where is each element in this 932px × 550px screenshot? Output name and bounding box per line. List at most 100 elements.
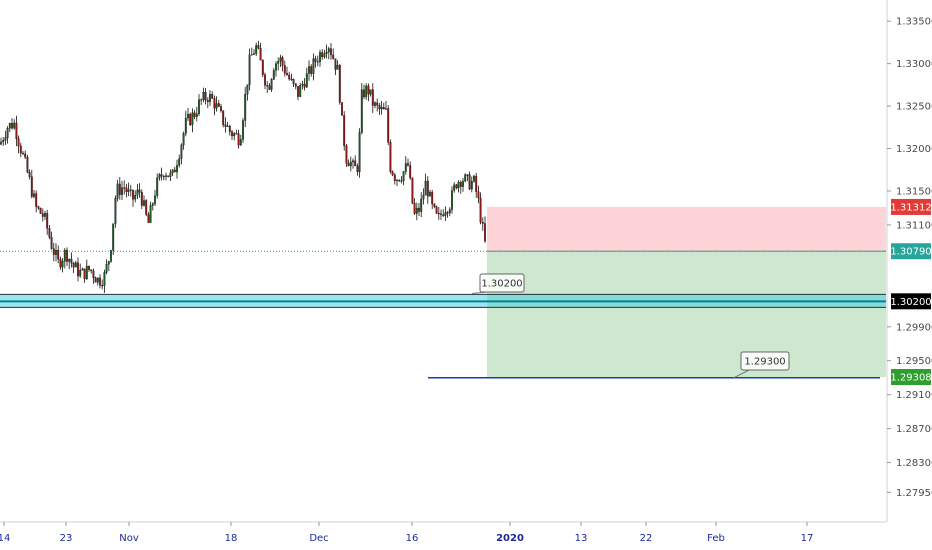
candle-body — [297, 86, 299, 97]
candle-body — [81, 268, 84, 271]
candle-body — [286, 73, 288, 76]
candle-body — [37, 206, 40, 209]
candle-body — [79, 270, 82, 277]
candle-body — [233, 133, 236, 137]
candle-body — [484, 223, 486, 242]
candle-body — [178, 158, 181, 166]
candle-body — [459, 182, 462, 187]
candle-body — [0, 141, 2, 145]
candle-body — [248, 54, 251, 85]
candle-body — [466, 174, 469, 176]
candle-body — [105, 264, 108, 273]
candle-body — [160, 174, 163, 177]
candle-body — [187, 113, 189, 119]
candle-body — [13, 122, 16, 129]
candle-body — [2, 140, 5, 143]
stop-loss-badge-bg — [891, 198, 931, 215]
candle-body — [261, 60, 264, 75]
candle-body — [52, 248, 55, 255]
target-callout-pointer — [733, 369, 750, 379]
time-axis[interactable]: 14 23 Nov 18 Dec 16 2020 13 22 Feb 17 — [0, 521, 886, 544]
candle-body — [303, 83, 306, 88]
candle-body — [6, 128, 9, 138]
candle-body — [400, 180, 403, 182]
candle-body — [316, 61, 319, 63]
candle-body — [444, 212, 447, 216]
candle-body — [167, 175, 170, 177]
candle-body — [204, 92, 207, 101]
candle-body — [323, 53, 326, 58]
candle-body — [15, 122, 18, 140]
candle-body — [107, 261, 110, 265]
candlestick-series — [0, 40, 486, 293]
candle-body — [453, 184, 456, 191]
price-tick-label: 1.31100 — [896, 220, 932, 231]
candle-body — [266, 85, 269, 87]
candle-body — [211, 94, 214, 99]
candle-body — [391, 171, 394, 176]
candle-body — [413, 202, 416, 214]
candle-body — [312, 58, 315, 74]
candle-body — [209, 94, 211, 102]
candle-body — [415, 207, 418, 214]
candle-body — [228, 125, 231, 132]
candle-body — [294, 83, 297, 87]
candle-body — [206, 100, 209, 102]
candle-body — [68, 258, 71, 262]
candle-body — [424, 180, 427, 196]
candle-body — [369, 89, 372, 95]
time-tick-label: Feb — [707, 533, 725, 544]
candle-body — [433, 203, 436, 207]
candle-body — [129, 189, 132, 191]
candle-body — [149, 205, 152, 223]
target-callout-label: 1.29300 — [744, 357, 785, 368]
candle-body — [35, 193, 38, 207]
candle-body — [330, 48, 332, 56]
candle-body — [110, 250, 112, 262]
horizontal-levels — [0, 250, 886, 379]
candle-body — [402, 171, 405, 181]
candle-body — [270, 79, 273, 90]
candle-body — [30, 176, 33, 197]
candle-body — [404, 163, 407, 172]
candle-body — [396, 179, 398, 181]
candle-body — [352, 160, 354, 163]
price-axis[interactable]: 1.33500 1.33000 1.32500 1.32000 1.31500 1.311… — [886, 0, 932, 522]
candle-body — [182, 133, 185, 146]
price-tick-label: 1.33500 — [896, 17, 932, 28]
candle-body — [44, 213, 46, 217]
time-tick-label: Nov — [119, 533, 139, 544]
candle-body — [90, 269, 93, 272]
candle-body — [257, 45, 260, 49]
candle-body — [143, 200, 145, 206]
candle-body — [473, 175, 475, 182]
stop-loss-badge-label: 1.31312 — [890, 202, 931, 213]
candle-body — [380, 107, 383, 110]
candle-body — [250, 54, 253, 56]
candle-body — [277, 61, 280, 64]
take-profit-badge-bg — [891, 369, 931, 386]
price-tick-label: 1.29900 — [896, 322, 932, 333]
candle-body — [281, 57, 284, 66]
current-price-badge-bg — [891, 243, 931, 260]
candle-body — [184, 117, 187, 134]
candle-body — [341, 102, 343, 116]
time-tick-label: 18 — [225, 533, 238, 544]
candle-body — [171, 169, 174, 174]
candle-body — [354, 160, 357, 167]
candle-body — [334, 58, 337, 70]
candle-body — [481, 222, 484, 224]
stop-loss-badge: 1.31312 — [890, 198, 932, 215]
candle-body — [162, 175, 165, 178]
candle-body — [279, 57, 282, 62]
candle-body — [226, 125, 229, 127]
candle-body — [33, 193, 35, 197]
candle-body — [57, 250, 60, 260]
candle-body — [382, 107, 385, 110]
candle-body — [288, 74, 291, 80]
candle-body — [112, 223, 115, 251]
candle-body — [59, 258, 62, 268]
candle-body — [136, 189, 139, 196]
